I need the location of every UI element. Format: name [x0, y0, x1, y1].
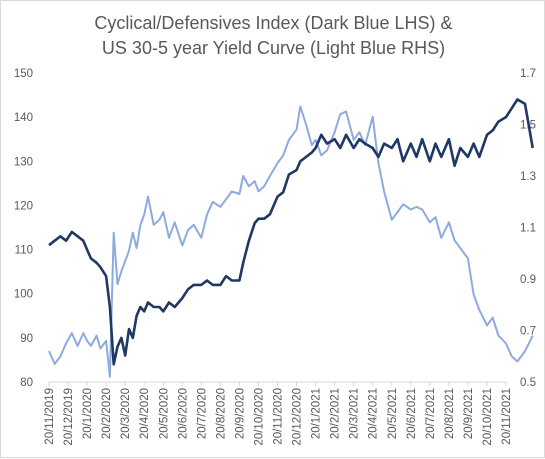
y-left-tick-label: 90 [20, 333, 33, 345]
x-tick-label: 20/12/2020 [292, 388, 304, 446]
y-left-tick-label: 150 [14, 68, 33, 80]
x-tick-label: 20/5/2021 [387, 388, 399, 439]
y-left-tick-label: 100 [14, 289, 33, 301]
x-tick-label: 20/11/2020 [273, 388, 285, 445]
x-tick-label: 20/3/2020 [120, 388, 132, 439]
y-right-tick-label: 1.1 [520, 223, 536, 235]
y-right-tick-label: 1.7 [520, 68, 536, 80]
x-tick-label: 20/11/2019 [44, 388, 56, 445]
y-left-tick-label: 80 [20, 377, 33, 389]
x-tick-label: 20/11/2021 [501, 388, 513, 445]
x-tick-label: 20/12/2019 [63, 388, 75, 446]
x-tick-label: 20/8/2021 [444, 388, 456, 439]
x-tick-label: 20/9/2021 [463, 388, 475, 439]
y-right-tick-label: 0.9 [520, 274, 536, 286]
x-tick-label: 20/10/2021 [482, 388, 494, 446]
y-left-tick-label: 110 [15, 245, 33, 257]
y-left-tick-label: 120 [14, 200, 33, 212]
chart-subtitle: US 30-5 year Yield Curve (Light Blue RHS… [101, 38, 446, 58]
x-tick-label: 20/4/2020 [139, 388, 151, 439]
x-tick-label: 20/7/2020 [196, 388, 208, 439]
x-tick-label: 20/1/2021 [311, 388, 323, 439]
x-tick-label: 20/6/2021 [406, 388, 418, 439]
x-tick-label: 20/6/2020 [177, 388, 189, 439]
x-tick-label: 20/2/2021 [330, 388, 342, 439]
yield-curve-series-line [48, 105, 534, 378]
y-right-tick-label: 0.5 [520, 377, 536, 389]
y-left-tick-label: 130 [14, 156, 33, 168]
y-right-tick-label: 1.3 [520, 171, 536, 183]
x-tick-label: 20/2/2020 [101, 388, 113, 439]
y-right-tick-label: 0.7 [520, 326, 536, 338]
x-tick-label: 20/1/2020 [82, 388, 94, 439]
cyclical-defensives-series-line [48, 98, 534, 366]
x-tick-label: 20/4/2021 [368, 388, 380, 439]
x-tick-label: 20/5/2020 [158, 388, 170, 439]
chart-title: Cyclical/Defensives Index (Dark Blue LHS… [94, 13, 453, 33]
x-tick-label: 20/3/2021 [349, 388, 361, 439]
x-tick-label: 20/7/2021 [425, 388, 437, 439]
x-tick-label: 20/9/2020 [234, 388, 246, 439]
y-left-tick-label: 140 [14, 112, 33, 124]
x-tick-label: 20/8/2020 [215, 388, 227, 439]
x-tick-label: 20/10/2020 [253, 388, 265, 446]
